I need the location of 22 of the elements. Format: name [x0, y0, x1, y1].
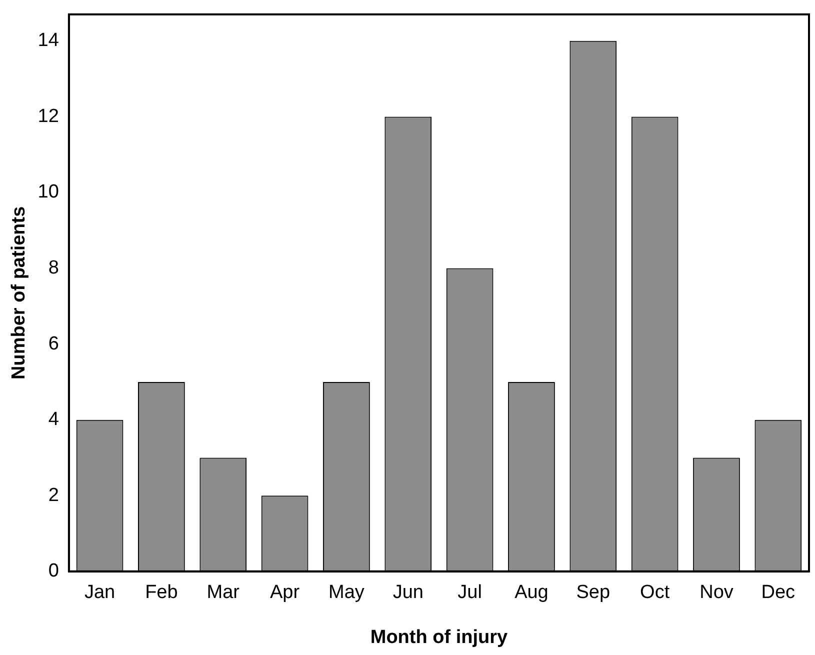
y-tick-label: 2: [48, 484, 59, 506]
x-tick-label: May: [328, 582, 365, 604]
x-tick-label: Apr: [270, 582, 300, 604]
y-tick-label: 14: [38, 30, 60, 52]
y-tick-label: 8: [48, 258, 59, 279]
y-tick-label: 6: [48, 333, 59, 354]
y-tick-label: 0: [48, 560, 59, 582]
x-tick-label: Feb: [145, 582, 178, 604]
x-tick-label: Dec: [761, 582, 796, 604]
y-tick-label: 10: [38, 182, 59, 203]
x-tick-label: Aug: [514, 582, 548, 604]
x-tick-label: Oct: [640, 582, 670, 604]
y-tick-label: 12: [38, 106, 59, 127]
x-tick-label: Sep: [576, 582, 610, 604]
y-tick-label: 4: [48, 409, 60, 430]
x-tick-label: Jul: [458, 582, 482, 604]
x-tick-label: Nov: [700, 582, 734, 604]
x-axis-title: Month of injury: [370, 626, 508, 648]
x-tick-label: Jun: [392, 582, 424, 604]
x-tick-label: Mar: [206, 582, 240, 604]
x-tick-label: Jan: [84, 582, 116, 604]
y-axis-title: Number of patients: [8, 206, 30, 380]
